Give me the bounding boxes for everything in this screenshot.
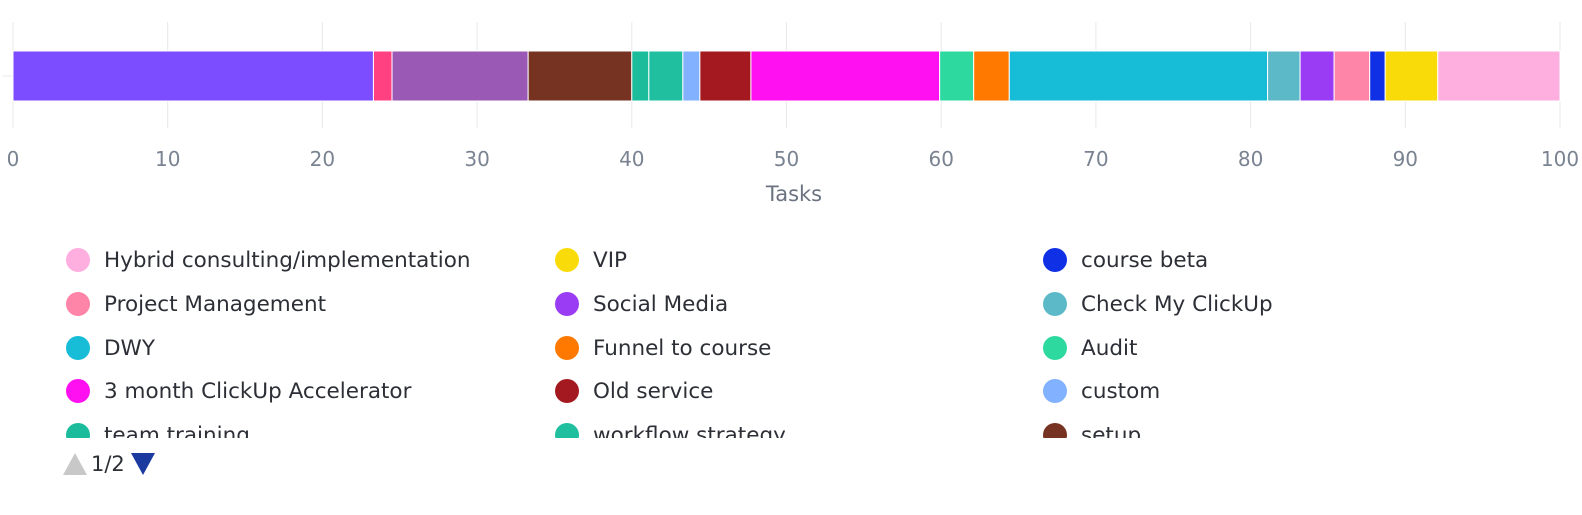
bar-segment[interactable] bbox=[391, 50, 529, 102]
legend-swatch bbox=[66, 379, 90, 403]
triangle-down-icon[interactable] bbox=[130, 453, 155, 475]
legend-label: Hybrid consulting/implementation bbox=[104, 247, 471, 273]
bar-segment[interactable] bbox=[1008, 50, 1269, 102]
bar-segment[interactable] bbox=[372, 50, 393, 102]
legend-item[interactable]: Social Media bbox=[555, 289, 728, 319]
pager-text: 1/2 bbox=[91, 452, 125, 476]
legend-label: 3 month ClickUp Accelerator bbox=[104, 378, 412, 404]
chart: 0 10 20 30 40 50 60 70 80 90 100 Tasks bbox=[3, 22, 1579, 206]
bar-segment[interactable] bbox=[1267, 50, 1301, 102]
legend-swatch bbox=[66, 336, 90, 360]
triangle-up-icon[interactable] bbox=[63, 453, 87, 475]
x-axis-ticks: 0 10 20 30 40 50 60 70 80 90 100 bbox=[7, 147, 1579, 171]
bar-segment[interactable] bbox=[1333, 50, 1371, 102]
x-tick-label: 80 bbox=[1238, 147, 1263, 171]
legend-item[interactable]: Check My ClickUp bbox=[1043, 289, 1273, 319]
legend-item[interactable]: VIP bbox=[555, 245, 627, 275]
legend-label: workflow strategy bbox=[593, 422, 786, 439]
bar-segment[interactable] bbox=[973, 50, 1010, 102]
legend-label: Social Media bbox=[593, 291, 729, 317]
bar-segment[interactable] bbox=[1384, 50, 1439, 102]
legend-swatch bbox=[1043, 336, 1067, 360]
x-tick-label: 90 bbox=[1393, 147, 1418, 171]
legend-item[interactable]: Old service bbox=[555, 376, 713, 406]
x-axis-title: Tasks bbox=[765, 182, 822, 206]
x-tick-label: 100 bbox=[1541, 147, 1579, 171]
legend-swatch bbox=[1043, 379, 1067, 403]
legend-item[interactable]: custom bbox=[1043, 376, 1160, 406]
legend-item[interactable]: 3 month ClickUp Accelerator bbox=[66, 376, 411, 406]
bar-segment[interactable] bbox=[682, 50, 701, 102]
legend-item[interactable]: course beta bbox=[1043, 245, 1208, 275]
bar-segment[interactable] bbox=[648, 50, 684, 102]
legend-label: Old service bbox=[593, 378, 714, 404]
bar-segment[interactable] bbox=[12, 50, 374, 102]
x-tick-label: 50 bbox=[774, 147, 799, 171]
legend-label: Check My ClickUp bbox=[1081, 291, 1273, 317]
legend: Hybrid consulting/implementation VIP cours… bbox=[66, 240, 1566, 438]
bar-segment[interactable] bbox=[1437, 50, 1561, 102]
legend-swatch bbox=[555, 423, 579, 438]
x-tick-label: 40 bbox=[619, 147, 644, 171]
legend-item[interactable]: setup bbox=[1043, 420, 1141, 438]
legend-label: setup bbox=[1081, 422, 1142, 439]
legend-pager: 1/2 bbox=[63, 450, 155, 478]
legend-swatch bbox=[555, 379, 579, 403]
legend-swatch bbox=[555, 292, 579, 316]
legend-item[interactable]: Hybrid consulting/implementation bbox=[66, 245, 471, 275]
legend-item[interactable]: workflow strategy bbox=[555, 420, 786, 438]
x-tick-label: 10 bbox=[155, 147, 180, 171]
legend-item[interactable]: Funnel to course bbox=[555, 333, 771, 363]
x-tick-label: 70 bbox=[1083, 147, 1108, 171]
legend-swatch bbox=[1043, 292, 1067, 316]
legend-label: Audit bbox=[1081, 335, 1138, 361]
legend-swatch bbox=[66, 423, 90, 438]
legend-label: DWY bbox=[104, 335, 155, 361]
legend-swatch bbox=[1043, 423, 1067, 438]
legend-item[interactable]: Audit bbox=[1043, 333, 1137, 363]
legend-item[interactable]: Project Management bbox=[66, 289, 326, 319]
x-tick-label: 20 bbox=[310, 147, 335, 171]
bar-segment[interactable] bbox=[699, 50, 752, 102]
legend-swatch bbox=[66, 248, 90, 272]
bar-segment[interactable] bbox=[527, 50, 633, 102]
x-tick-label: 30 bbox=[464, 147, 489, 171]
bar-segment[interactable] bbox=[939, 50, 975, 102]
x-tick-label: 60 bbox=[928, 147, 953, 171]
legend-label: Project Management bbox=[104, 291, 327, 317]
legend-swatch bbox=[1043, 248, 1067, 272]
legend-item[interactable]: team training bbox=[66, 420, 250, 438]
bar-segment[interactable] bbox=[1369, 50, 1386, 102]
bar-segment[interactable] bbox=[750, 50, 941, 102]
legend-label: Funnel to course bbox=[593, 335, 772, 361]
legend-item[interactable]: DWY bbox=[66, 333, 155, 363]
legend-label: team training bbox=[104, 422, 250, 439]
legend-swatch bbox=[66, 292, 90, 316]
legend-label: VIP bbox=[593, 247, 628, 273]
legend-swatch bbox=[555, 248, 579, 272]
legend-label: custom bbox=[1081, 378, 1161, 404]
stacked-bar bbox=[12, 50, 1561, 102]
x-tick-label: 0 bbox=[7, 147, 20, 171]
bar-segment[interactable] bbox=[631, 50, 650, 102]
bar-segment[interactable] bbox=[1299, 50, 1335, 102]
legend-label: course beta bbox=[1081, 247, 1209, 273]
legend-swatch bbox=[555, 336, 579, 360]
